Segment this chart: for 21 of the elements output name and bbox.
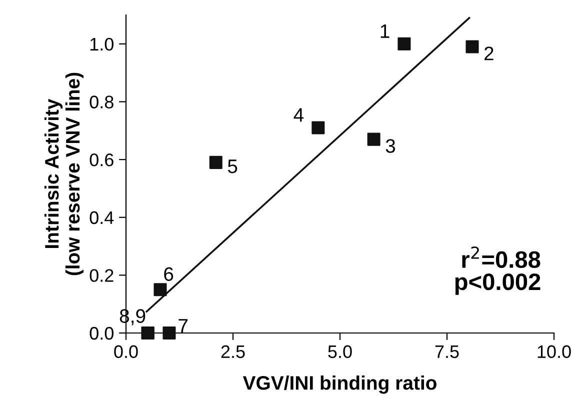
x-tick-label: 0.0 (114, 345, 138, 358)
x-tick-label: 2.5 (221, 345, 245, 358)
annotation: r$^{2}$=0.88 p<0.002 (455, 246, 540, 295)
y-axis-title: Intrinsic Activity (low reserve VNV line) (44, 72, 84, 276)
annotation: 4 (294, 108, 304, 122)
annotation: 5 (228, 160, 238, 174)
y-tick-label: 0.2 (90, 269, 114, 282)
annotation: 7 (178, 319, 188, 332)
x-tick-label: 5.0 (328, 345, 352, 358)
x-tick-label: 10.0 (538, 345, 571, 358)
x-axis-title: VGV/INI binding ratio (242, 376, 436, 394)
annotation: 3 (386, 139, 396, 153)
y-tick-label: 1.0 (90, 38, 114, 51)
y-tick-label: 0.6 (90, 153, 114, 166)
annotation: 2 (484, 46, 494, 60)
annotation: 1 (380, 24, 390, 38)
y-tick-label: 0.4 (90, 211, 114, 224)
y-tick-label: 0.8 (90, 96, 114, 108)
annotation: 6 (164, 267, 174, 281)
y-tick-label: 0.0 (90, 326, 114, 340)
x-tick-label: 7.5 (435, 345, 459, 358)
